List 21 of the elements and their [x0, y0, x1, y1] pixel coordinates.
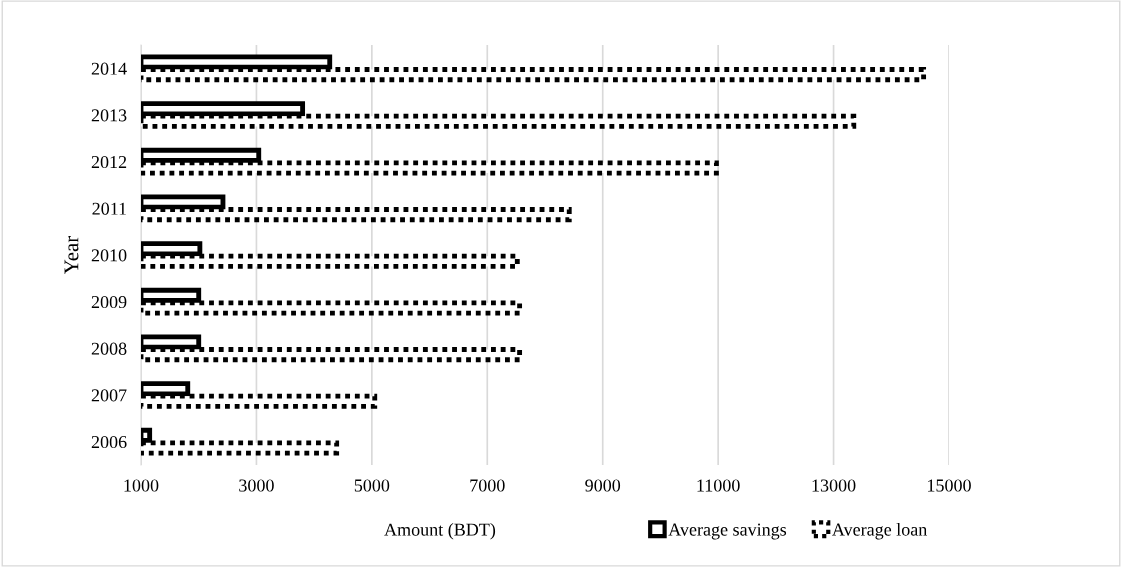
- y-tick-label: 2013: [91, 109, 127, 122]
- y-tick-label: 2010: [91, 249, 127, 262]
- x-tick-label: 11000: [697, 479, 740, 492]
- y-axis-title: Year: [64, 235, 79, 274]
- x-tick-label: 13000: [812, 479, 856, 492]
- y-tick-label: 2008: [91, 342, 127, 355]
- x-tick-label: 5000: [354, 479, 390, 492]
- x-tick-label: 1000: [124, 479, 159, 492]
- legend-label: Average loan: [832, 522, 928, 540]
- y-tick-label: 2011: [92, 202, 127, 215]
- y-tick-label: 2006: [91, 435, 127, 449]
- y-tick-label: 2014: [91, 62, 127, 75]
- x-tick-label: 15000: [928, 479, 971, 492]
- legend-label: Average savings: [668, 523, 787, 540]
- x-tick-label: 9000: [585, 479, 621, 492]
- x-axis-title: Amount (BDT): [384, 523, 496, 540]
- y-tick-label: 2009: [91, 295, 127, 309]
- x-tick-label: 3000: [239, 479, 274, 492]
- y-tick-label: 2012: [91, 155, 127, 169]
- y-tick-label: 2007: [91, 389, 127, 402]
- x-tick-label: 7000: [470, 479, 505, 492]
